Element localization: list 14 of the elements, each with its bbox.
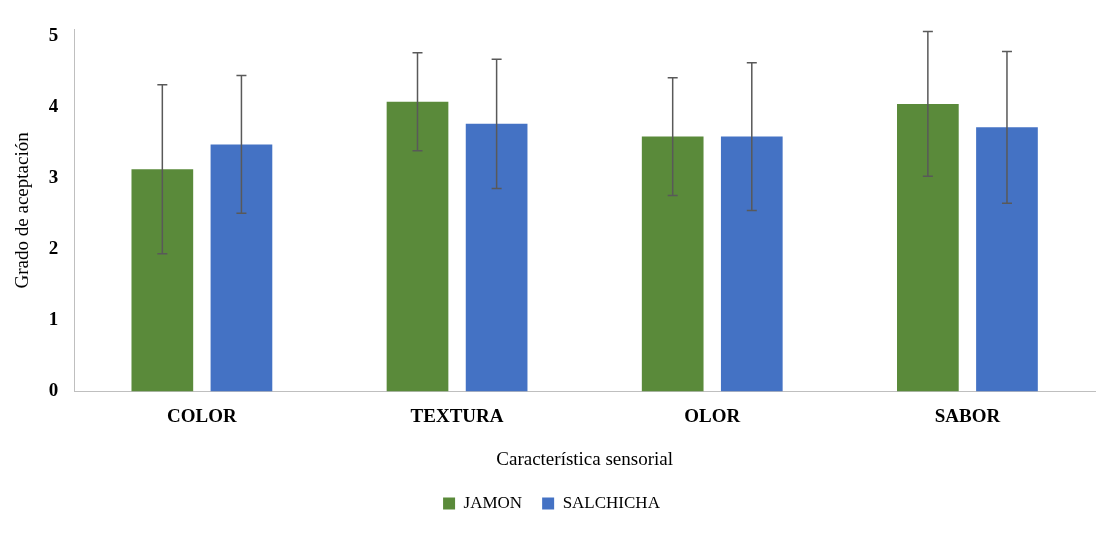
y-tick-label: 2 — [48, 237, 59, 259]
y-axis-title: Grado de aceptación — [11, 131, 33, 289]
x-axis-title: Característica sensorial — [496, 447, 674, 469]
x-tick-label: SABOR — [934, 404, 1001, 426]
y-tick-label: 3 — [48, 166, 59, 188]
x-tick-label: OLOR — [684, 404, 741, 426]
y-tick-label: 5 — [48, 24, 59, 46]
y-tick-label: 0 — [48, 379, 59, 401]
x-tick-label: TEXTURA — [410, 404, 504, 426]
y-tick-label: 1 — [48, 308, 59, 330]
x-tick-label: COLOR — [167, 404, 237, 426]
legend-label: JAMON — [463, 492, 523, 512]
legend-label: SALCHICHA — [562, 492, 661, 512]
y-tick-label: 4 — [48, 95, 59, 117]
